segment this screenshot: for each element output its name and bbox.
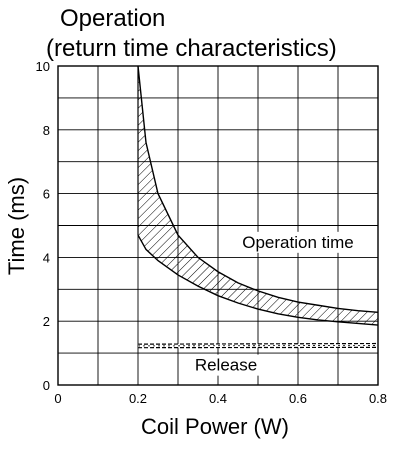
annotation-operation-time-background <box>239 231 357 253</box>
x-tick-label: 0 <box>54 391 61 406</box>
chart-title-line-1: Operation <box>60 5 165 32</box>
release-upper-line <box>137 342 379 345</box>
operation-time-band-fill <box>138 66 378 326</box>
grid-layer <box>57 65 379 386</box>
annotation-release: Release <box>195 356 257 375</box>
x-tick-label: 0.4 <box>209 391 227 406</box>
y-tick-label: 10 <box>36 59 50 74</box>
operation-time-upper-curve <box>137 65 379 313</box>
series-layer <box>137 65 379 349</box>
plot-frame <box>57 65 379 386</box>
chart-title-line-2: (return time characteristics) <box>46 35 337 62</box>
x-tick-label: 0.6 <box>289 391 307 406</box>
annotation-release-background <box>191 354 261 376</box>
y-tick-label: 8 <box>43 123 50 138</box>
y-axis-title: Time (ms) <box>4 177 29 275</box>
y-tick-label: 4 <box>43 250 50 265</box>
x-tick-label: 0.8 <box>369 391 387 406</box>
annotation-operation-time: Operation time <box>242 233 354 252</box>
x-tick-label: 0.2 <box>129 391 147 406</box>
x-axis-title: Coil Power (W) <box>141 414 289 439</box>
y-tick-label: 6 <box>43 187 50 202</box>
y-tick-label: 0 <box>43 378 50 393</box>
y-tick-label: 2 <box>43 314 50 329</box>
tick-label-layer: 0 0.2 0.4 0.6 0.8 0 2 4 6 8 10 <box>36 59 388 406</box>
operation-time-lower-curve <box>137 234 379 326</box>
